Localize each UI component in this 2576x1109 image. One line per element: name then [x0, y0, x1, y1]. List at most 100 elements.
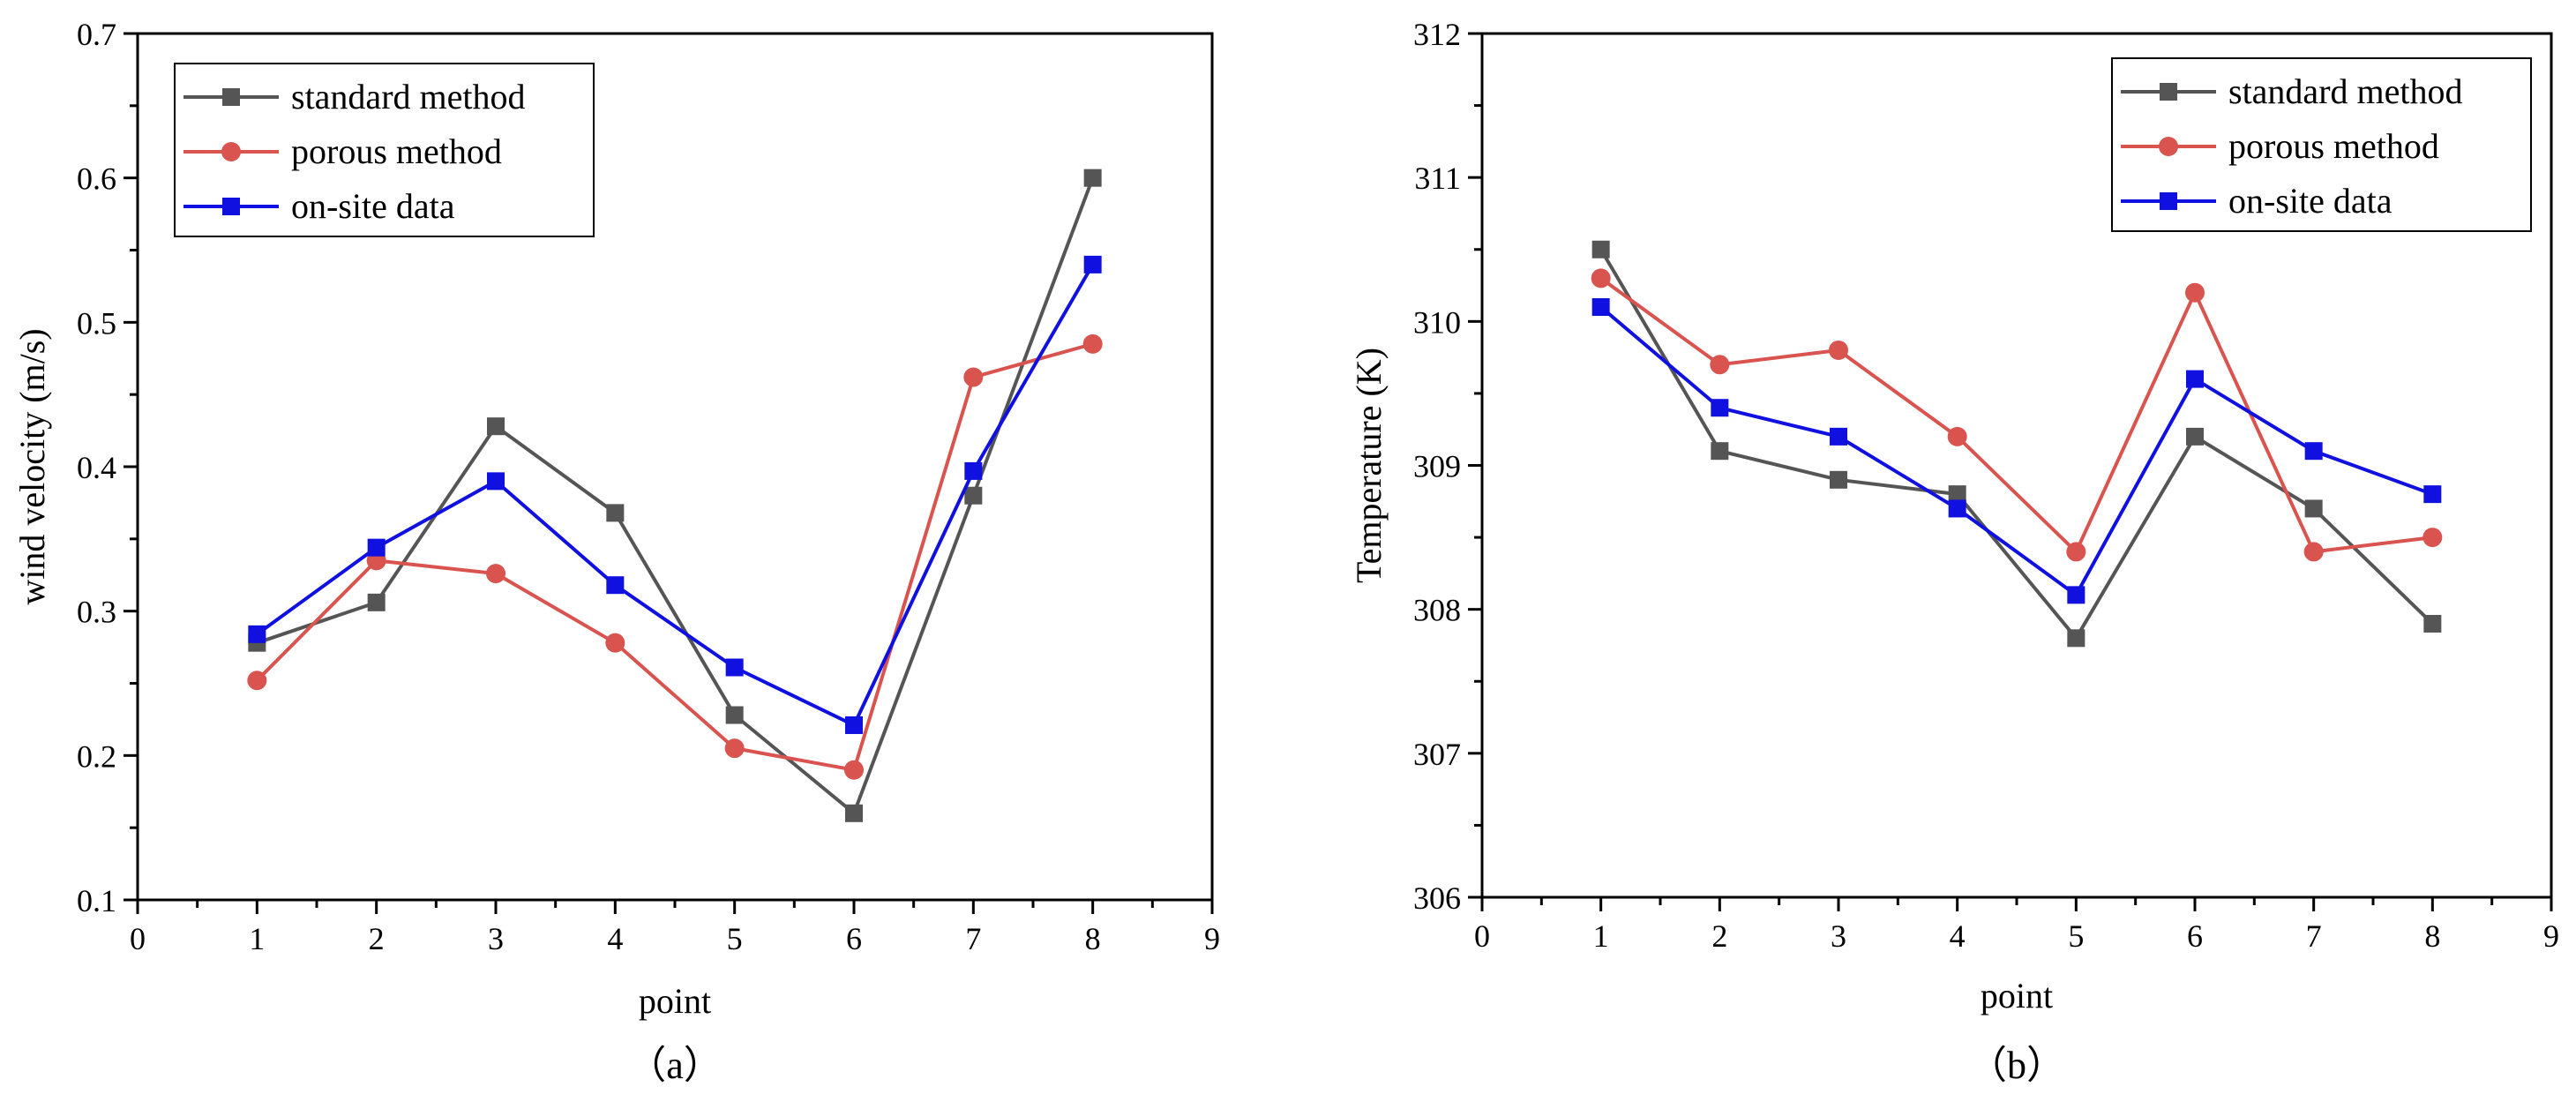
data-point [1591, 298, 1610, 317]
x-tick-label: 0 [130, 921, 146, 956]
panel-caption: （b） [1968, 1044, 2065, 1087]
series-line [256, 263, 1095, 727]
x-tick-label: 8 [2424, 918, 2440, 954]
y-tick-label: 0.7 [77, 17, 116, 52]
x-tick-label: 2 [1711, 918, 1727, 954]
y-tick-label: 0.5 [77, 305, 116, 341]
legend-marker [222, 88, 240, 106]
data-point [2303, 542, 2324, 562]
legend-label: standard method [291, 77, 526, 116]
data-point [486, 564, 505, 584]
series-line [256, 176, 1095, 815]
data-point [1829, 340, 1848, 360]
legend-marker [2160, 83, 2177, 101]
data-point [725, 706, 744, 724]
y-axis-label: Temperature (K) [1349, 348, 1389, 583]
data-point [1083, 255, 1102, 274]
data-point [367, 538, 386, 557]
legend-label: on-site data [291, 186, 455, 226]
data-point [2066, 542, 2086, 562]
data-point [2185, 282, 2205, 303]
legend-label: standard method [2228, 71, 2463, 111]
data-point [964, 461, 983, 480]
series-standard-method [1591, 240, 2442, 648]
data-point [1591, 240, 1610, 259]
x-axis-label: point [639, 981, 711, 1021]
legend-marker [2160, 192, 2177, 210]
data-point [247, 671, 267, 691]
legend-label: porous method [2228, 126, 2439, 166]
data-point [724, 738, 745, 759]
data-point [845, 716, 863, 734]
legend-label: porous method [291, 131, 502, 171]
series-on-site-data [1591, 298, 2442, 604]
x-tick-label: 6 [846, 921, 862, 956]
data-point [1830, 470, 1847, 489]
x-tick-label: 9 [2543, 918, 2559, 954]
x-tick-label: 9 [1204, 921, 1220, 956]
series-line [255, 341, 1094, 772]
x-tick-label: 0 [1474, 918, 1490, 954]
x-tick-label: 2 [369, 921, 385, 956]
x-tick-label: 8 [1085, 921, 1101, 956]
data-point [2304, 442, 2323, 461]
chart-panel-a: 0 1 2 3 4 5 6 7 8 9 0.1 0.2 0.3 0.4 0.5 0.6 0.7 point wind… [12, 17, 1220, 1087]
series-porous-method [247, 333, 1103, 780]
y-tick-label: 0.4 [77, 450, 116, 485]
data-point [963, 367, 984, 387]
x-tick-label: 5 [727, 921, 743, 956]
y-tick-label: 309 [1413, 449, 1461, 484]
x-tick-label: 3 [488, 921, 504, 956]
y-tick-label: 307 [1413, 737, 1461, 772]
series-line [1599, 248, 2434, 641]
chart-panel-b: 0 1 2 3 4 5 6 7 8 9 306 307 308 309 310 311 312 point Temp… [1349, 17, 2559, 1087]
data-point [1591, 268, 1611, 288]
data-point [1083, 169, 1102, 187]
y-axis-label: wind velocity (m/s) [12, 328, 52, 604]
x-tick-label: 7 [965, 921, 981, 956]
y-tick-label: 0.2 [77, 738, 116, 774]
series-porous-method [1591, 268, 2443, 562]
data-point [1830, 427, 1847, 446]
data-point [844, 760, 864, 780]
panel-caption: （a） [627, 1044, 723, 1087]
y-tick-label: 306 [1413, 880, 1461, 916]
x-tick-label: 5 [2068, 918, 2084, 954]
x-axis-label: point [1981, 976, 2053, 1015]
data-point [1710, 355, 1730, 375]
y-tick-label: 312 [1413, 17, 1461, 52]
x-tick-label: 1 [249, 921, 265, 956]
legend-marker [2159, 137, 2178, 156]
data-point [964, 486, 983, 505]
data-point [487, 417, 505, 436]
series-standard-method [248, 169, 1102, 822]
x-tick-label: 6 [2187, 918, 2203, 954]
data-point [725, 658, 744, 677]
legend-marker [222, 198, 240, 215]
data-point [845, 804, 863, 822]
data-point [2067, 586, 2086, 604]
data-point [605, 633, 625, 653]
x-tick-label: 3 [1831, 918, 1846, 954]
y-tick-label: 0.1 [77, 883, 116, 918]
data-point [1948, 499, 1966, 518]
y-tick-label: 310 [1413, 304, 1461, 340]
x-tick-label: 4 [607, 921, 623, 956]
y-tick-label: 0.3 [77, 595, 116, 630]
data-point [2304, 499, 2323, 518]
data-point [1948, 485, 1966, 504]
legend-label: on-site data [2228, 181, 2393, 221]
data-point [248, 625, 266, 643]
data-point [487, 472, 505, 491]
legend: standard method porous method on-site data [2111, 57, 2532, 232]
series-on-site-data [248, 255, 1102, 734]
data-point [2423, 485, 2442, 504]
data-point [2067, 629, 2086, 648]
data-point [1082, 333, 1103, 354]
data-point [2186, 370, 2204, 388]
data-point [606, 504, 625, 522]
data-point [2423, 614, 2442, 633]
series-line [1599, 276, 2433, 554]
